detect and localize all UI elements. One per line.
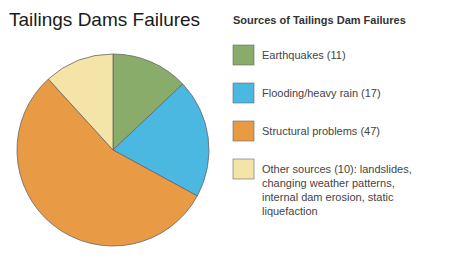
title: Tailings Dams Failures bbox=[9, 9, 200, 30]
legend-label: Flooding/heavy rain (17) bbox=[262, 87, 381, 99]
legend-swatch bbox=[233, 159, 254, 179]
legend-label: Other sources (10): landslides,changing … bbox=[262, 163, 412, 217]
legend-swatch bbox=[233, 83, 254, 103]
legend: Sources of Tailings Dam Failures Earthqua… bbox=[233, 14, 412, 217]
chart: Tailings Dams Failures Sources of Tailing… bbox=[0, 0, 470, 273]
pie bbox=[17, 54, 209, 246]
legend-swatch bbox=[233, 45, 254, 65]
legend-title: Sources of Tailings Dam Failures bbox=[233, 14, 406, 26]
legend-swatch bbox=[233, 121, 254, 141]
pie-slice bbox=[48, 54, 113, 150]
legend-label: Structural problems (47) bbox=[262, 125, 380, 137]
legend-label: Earthquakes (11) bbox=[262, 49, 346, 61]
